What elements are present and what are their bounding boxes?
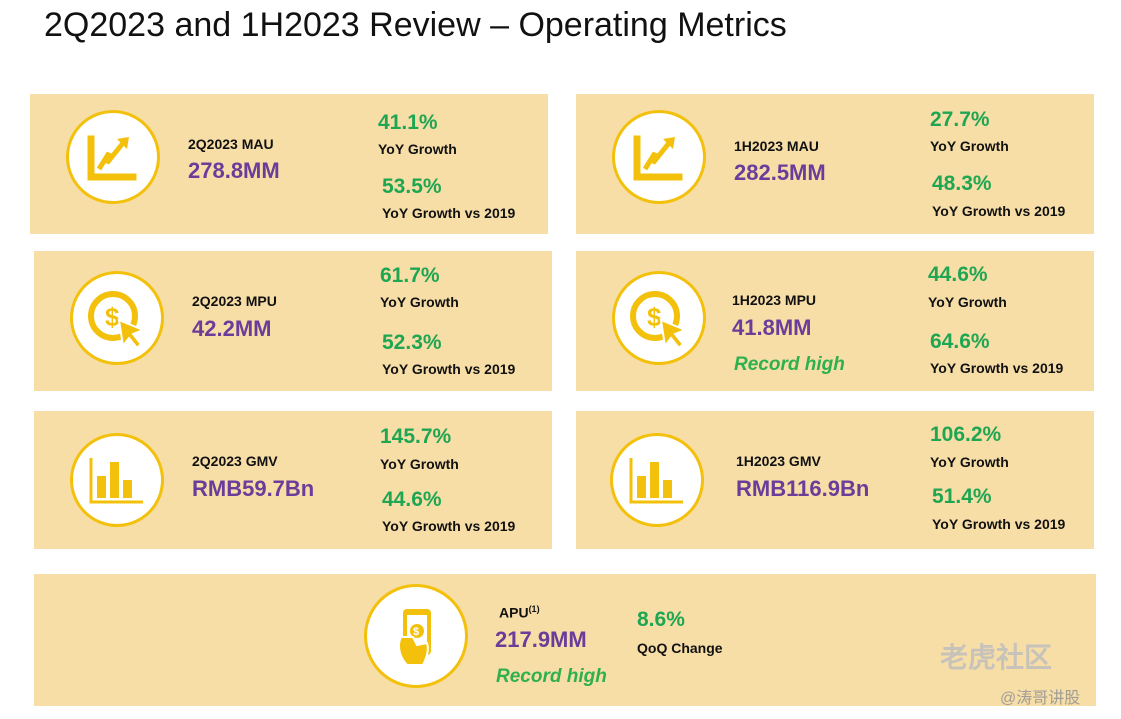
card-1h-mpu: $ 1H2023 MPU 41.8MM Record high 44.6% Yo… bbox=[576, 251, 1094, 391]
metric-label: 2Q2023 GMV bbox=[192, 453, 278, 469]
yoy-2019-value: 64.6% bbox=[930, 330, 990, 353]
watermark-logo: 老虎社区 bbox=[940, 642, 1053, 673]
yoy-2019-label: YoY Growth vs 2019 bbox=[382, 518, 516, 534]
yoy-2019-label: YoY Growth vs 2019 bbox=[382, 205, 516, 221]
card-1h-mau: 1H2023 MAU 282.5MM 27.7% YoY Growth 48.3… bbox=[576, 94, 1094, 234]
metric-label: 1H2023 MAU bbox=[734, 138, 819, 154]
yoy-2019-label: YoY Growth vs 2019 bbox=[932, 516, 1066, 532]
yoy-2019-value: 51.4% bbox=[932, 485, 992, 508]
qoq-change-value: 8.6% bbox=[637, 608, 685, 631]
yoy-2019-value: 44.6% bbox=[382, 488, 442, 511]
growth-chart-icon bbox=[612, 110, 706, 204]
yoy-growth-value: 41.1% bbox=[378, 111, 438, 134]
yoy-2019-label: YoY Growth vs 2019 bbox=[930, 360, 1064, 376]
yoy-growth-label: YoY Growth bbox=[930, 138, 1009, 154]
card-1h-gmv: 1H2023 GMV RMB116.9Bn 106.2% YoY Growth … bbox=[576, 411, 1094, 549]
metric-value: 41.8MM bbox=[732, 315, 812, 340]
metric-value: RMB116.9Bn bbox=[736, 476, 870, 501]
metric-label: 1H2023 GMV bbox=[736, 453, 821, 469]
bar-chart-icon bbox=[610, 433, 704, 527]
yoy-2019-value: 52.3% bbox=[382, 331, 442, 354]
metric-value: 278.8MM bbox=[188, 158, 280, 183]
watermark-handle: @涛哥讲股 bbox=[1000, 690, 1081, 707]
svg-text:$: $ bbox=[413, 626, 419, 638]
footnote-marker: (1) bbox=[528, 604, 540, 614]
dollar-cursor-icon: $ bbox=[612, 271, 706, 365]
yoy-growth-label: YoY Growth bbox=[930, 454, 1009, 470]
metric-label: 1H2023 MPU bbox=[732, 292, 817, 308]
metric-value: RMB59.7Bn bbox=[192, 476, 315, 501]
yoy-2019-value: 48.3% bbox=[932, 172, 992, 195]
svg-text:$: $ bbox=[105, 302, 120, 332]
yoy-growth-label: YoY Growth bbox=[380, 456, 459, 472]
apu-label: APU(1) bbox=[499, 604, 540, 621]
metric-label: 2Q2023 MPU bbox=[192, 293, 277, 309]
yoy-2019-label: YoY Growth vs 2019 bbox=[932, 203, 1066, 219]
qoq-change-label: QoQ Change bbox=[637, 640, 723, 656]
card-2q-gmv: 2Q2023 GMV RMB59.7Bn 145.7% YoY Growth 4… bbox=[34, 411, 552, 549]
card-apu: $ APU(1) 217.9MM Record high 8.6% QoQ Ch… bbox=[34, 574, 1096, 706]
yoy-growth-label: YoY Growth bbox=[380, 294, 459, 310]
yoy-growth-value: 145.7% bbox=[380, 425, 452, 448]
apu-label-text: APU bbox=[499, 604, 529, 621]
phone-payment-icon: $ bbox=[364, 584, 468, 688]
bar-chart-icon bbox=[70, 433, 164, 527]
record-high-note: Record high bbox=[496, 666, 607, 687]
yoy-2019-label: YoY Growth vs 2019 bbox=[382, 361, 516, 377]
growth-chart-icon bbox=[66, 110, 160, 204]
metric-label: 2Q2023 MAU bbox=[188, 136, 274, 152]
dollar-cursor-icon: $ bbox=[70, 271, 164, 365]
yoy-growth-label: YoY Growth bbox=[378, 141, 457, 157]
record-high-note: Record high bbox=[734, 354, 845, 375]
svg-text:$: $ bbox=[647, 302, 662, 332]
yoy-growth-value: 44.6% bbox=[928, 263, 988, 286]
yoy-growth-label: YoY Growth bbox=[928, 294, 1007, 310]
card-2q-mau: 2Q2023 MAU 278.8MM 41.1% YoY Growth 53.5… bbox=[30, 94, 548, 234]
yoy-growth-value: 27.7% bbox=[930, 108, 990, 131]
metric-value: 282.5MM bbox=[734, 160, 826, 185]
card-2q-mpu: $ 2Q2023 MPU 42.2MM 61.7% YoY Growth 52.… bbox=[34, 251, 552, 391]
yoy-growth-value: 61.7% bbox=[380, 264, 440, 287]
metric-value: 42.2MM bbox=[192, 316, 272, 341]
page-title: 2Q2023 and 1H2023 Review – Operating Met… bbox=[44, 6, 787, 44]
yoy-growth-value: 106.2% bbox=[930, 423, 1002, 446]
yoy-2019-value: 53.5% bbox=[382, 175, 442, 198]
metric-value: 217.9MM bbox=[495, 627, 587, 652]
